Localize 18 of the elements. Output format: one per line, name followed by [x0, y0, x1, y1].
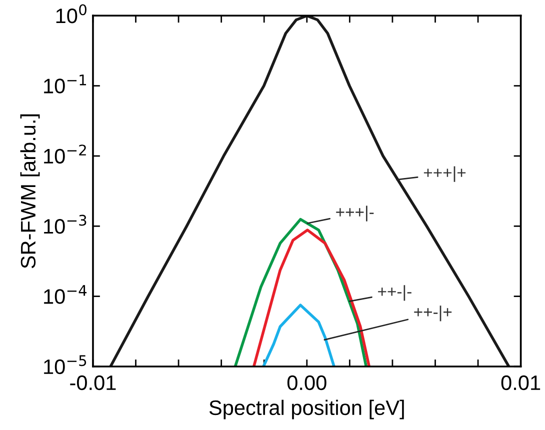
- y-tick-label: 10$^{−5}$: [44, 355, 86, 374]
- x-tick-label: -0.01: [70, 375, 116, 390]
- x-tick-label: 0.00: [287, 375, 326, 390]
- y-axis-title: SR-FWM [arb.u.]: [20, 114, 40, 268]
- y-tick-label: 10$^{−2}$: [44, 144, 86, 164]
- annotation: ++-|+: [414, 306, 452, 322]
- x-tick-label: 0.01: [501, 375, 540, 390]
- annotation: ++-|-: [378, 285, 412, 301]
- annotation: +++|+: [424, 166, 466, 182]
- x-axis-title: Spectral position [eV]: [209, 400, 404, 420]
- line-series: [262, 304, 336, 366]
- line-series: [252, 228, 371, 366]
- line-series: [109, 16, 510, 366]
- y-tick-label: 10$^{−3}$: [44, 214, 86, 234]
- y-tick-label: 10$^{−4}$: [44, 285, 87, 304]
- y-tick-label: 10$^{0}$: [56, 4, 86, 24]
- y-tick-label: 10$^{−1}$: [44, 74, 86, 94]
- annotation: +++|-: [336, 206, 374, 222]
